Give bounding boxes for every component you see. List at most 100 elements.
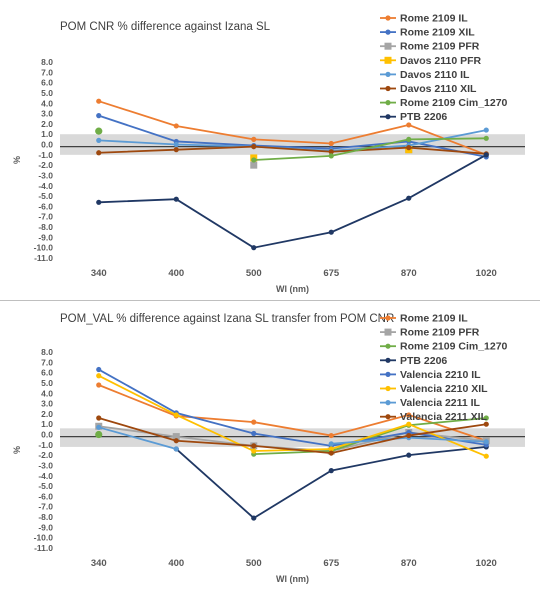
legend-label: Rome 2109 XIL — [400, 27, 475, 39]
data-point — [95, 127, 103, 135]
legend-entry: Valencia 2210 IL — [380, 369, 481, 381]
data-point — [96, 382, 102, 388]
y-tick-label: 7.0 — [41, 67, 53, 77]
legend-entry: Rome 2109 Cim_1270 — [380, 341, 508, 353]
y-tick-label: -8.0 — [38, 512, 53, 522]
legend-marker — [384, 56, 392, 64]
y-tick-label: -8.0 — [38, 222, 53, 232]
x-tick-label: 400 — [168, 558, 184, 569]
y-tick-label: -1.0 — [38, 440, 53, 450]
data-point — [173, 141, 179, 148]
legend-entry: PTB 2206 — [380, 355, 447, 367]
data-point — [250, 161, 258, 169]
x-tick-label: 400 — [168, 268, 184, 279]
y-tick-label: 1.0 — [41, 129, 53, 139]
legend-label: PTB 2206 — [400, 111, 447, 123]
y-tick-label: -4.0 — [38, 181, 53, 191]
data-point — [251, 430, 257, 437]
y-tick-label: -9.0 — [38, 522, 53, 532]
y-tick-label: -7.0 — [38, 502, 53, 512]
legend-entry: PTB 2206 — [380, 111, 447, 123]
data-point — [406, 432, 412, 439]
y-tick-label: 6.0 — [41, 78, 53, 88]
data-point — [328, 149, 334, 155]
legend-marker — [385, 114, 391, 120]
legend-marker — [384, 328, 392, 336]
y-tick-label: 2.0 — [41, 119, 53, 129]
series-line — [253, 417, 487, 456]
data-point — [406, 195, 412, 201]
legend-label: Valencia 2211 XIL — [400, 411, 488, 423]
legend-label: Davos 2110 XIL — [400, 83, 477, 95]
legend-label: Rome 2109 IL — [400, 313, 468, 325]
legend-marker — [385, 15, 391, 21]
legend-label: PTB 2206 — [400, 355, 447, 367]
y-tick-label: -10.0 — [34, 243, 54, 253]
legend-entry: Valencia 2210 XIL — [380, 383, 488, 395]
x-tick-label: 340 — [91, 268, 107, 279]
data-point — [96, 137, 102, 143]
data-point — [406, 452, 412, 458]
y-tick-label: 2.0 — [41, 409, 53, 419]
series-line — [98, 145, 487, 155]
legend-label: Rome 2109 IL — [400, 13, 468, 25]
data-point — [251, 157, 257, 163]
data-point — [483, 453, 489, 459]
y-tick-label: -5.0 — [38, 191, 53, 201]
x-axis-label: Wl (nm) — [276, 574, 309, 584]
legend-marker — [385, 100, 391, 106]
series-line — [98, 114, 487, 158]
data-point — [251, 448, 257, 454]
data-point — [96, 199, 102, 205]
data-point — [173, 123, 179, 129]
series-line — [253, 137, 487, 161]
data-point — [251, 136, 257, 142]
series-7 — [95, 127, 489, 163]
y-tick-label: -9.0 — [38, 232, 53, 242]
series-line — [175, 446, 487, 520]
data-point — [251, 515, 257, 521]
data-point — [328, 140, 334, 147]
legend-entry: Davos 2110 IL — [380, 69, 470, 81]
legend-label: Rome 2109 Cim_1270 — [400, 341, 508, 353]
data-point — [96, 366, 102, 373]
data-point — [173, 438, 179, 444]
data-point — [406, 122, 412, 128]
legend-label: Valencia 2210 XIL — [400, 383, 488, 395]
y-tick-label: 3.0 — [41, 399, 53, 409]
data-point — [251, 443, 257, 449]
legend-marker — [385, 343, 391, 349]
data-point — [483, 415, 489, 421]
x-axis-label: Wl (nm) — [276, 284, 309, 294]
series-line — [98, 417, 487, 455]
legend-marker — [385, 414, 391, 420]
data-point — [95, 430, 103, 439]
data-point — [96, 150, 102, 156]
data-point — [173, 147, 179, 153]
chart-title: POM CNR % difference against Izana SL — [60, 21, 271, 33]
legend-entry: Valencia 2211 XIL — [380, 411, 488, 423]
x-tick-label: 1020 — [476, 558, 497, 569]
y-tick-label: 5.0 — [41, 88, 53, 98]
y-tick-label: -7.0 — [38, 212, 53, 222]
data-point — [328, 153, 334, 159]
data-point — [483, 421, 489, 427]
data-point — [328, 432, 334, 439]
y-tick-label: -3.0 — [38, 460, 53, 470]
y-tick-label: 0.0 — [41, 140, 53, 150]
data-point — [483, 439, 489, 445]
legend-label: Rome 2109 Cim_1270 — [400, 97, 508, 109]
legend-marker — [385, 357, 391, 363]
data-point — [328, 450, 334, 456]
data-point — [328, 468, 334, 474]
data-point — [406, 421, 412, 427]
data-point — [483, 152, 489, 158]
x-tick-label: 500 — [246, 268, 262, 279]
data-point — [173, 446, 179, 452]
legend-entry: Davos 2110 XIL — [380, 83, 477, 95]
data-point — [96, 373, 102, 379]
legend-label: Valencia 2211 IL — [400, 397, 481, 409]
y-tick-label: 4.0 — [41, 98, 53, 108]
y-tick-label: -5.0 — [38, 481, 53, 491]
series-line — [98, 100, 487, 156]
